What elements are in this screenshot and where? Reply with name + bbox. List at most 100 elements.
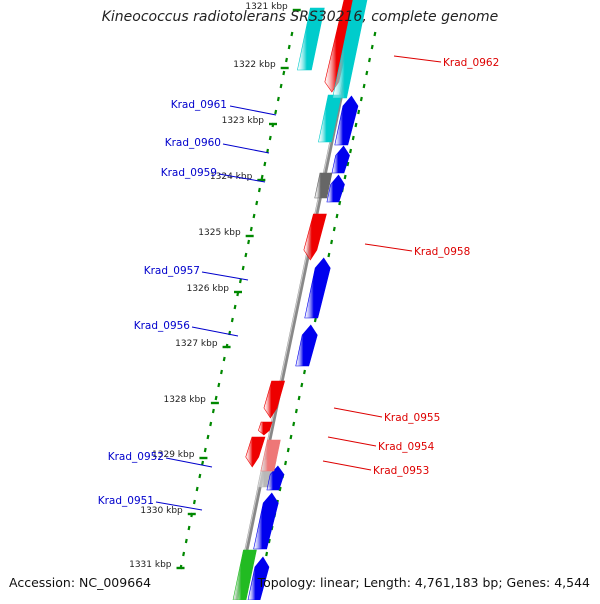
scale-tick-label: 1322 kbp [233, 60, 276, 70]
gene-label: Krad_0955 [384, 412, 440, 424]
guide-dot [365, 70, 369, 76]
guide-dot [217, 382, 221, 388]
guide-dot [335, 213, 339, 219]
guide-dot [260, 174, 264, 180]
gene-label-leader [364, 243, 413, 252]
gene-krad-0960 [331, 145, 350, 174]
scale-tick-label: 1330 kbp [140, 506, 183, 516]
guide-dot [195, 486, 199, 492]
gene-label: Krad_0952 [108, 451, 164, 463]
guide-dot [327, 252, 331, 258]
guide-dot [343, 174, 347, 180]
guide-dot [349, 148, 353, 154]
guide-dot [198, 473, 202, 479]
guide-dot [290, 31, 294, 37]
guide-dot [252, 213, 256, 219]
guide-dot [300, 382, 304, 388]
guide-dot [247, 239, 251, 245]
gene-krad-0952 [266, 465, 285, 491]
guide-dot [268, 135, 272, 141]
guide-dot [211, 408, 215, 414]
gene-krad-0955 [263, 380, 286, 419]
guide-dot [255, 200, 259, 206]
scale-tick-label: 1329 kbp [152, 450, 195, 460]
gene-krad-0956 [295, 324, 318, 367]
guide-dot [282, 70, 286, 76]
scale-tick-label: 1326 kbp [187, 284, 230, 294]
guide-dot [359, 96, 363, 102]
guide-dot [279, 83, 283, 89]
gene-label: Krad_0962 [443, 57, 499, 69]
guide-dot [203, 447, 207, 453]
gene-label: Krad_0953 [373, 465, 429, 477]
guide-dot [286, 447, 290, 453]
gene-cyan-top-right-ghost [297, 7, 325, 71]
guide-dot [287, 44, 291, 50]
gene-label-leader [322, 460, 372, 471]
gene-krad-0959 [326, 174, 345, 203]
guide-dot [284, 460, 288, 466]
gene-label-leader [155, 501, 203, 511]
guide-dot [276, 96, 280, 102]
gene-krad-0962-cyan [332, 0, 368, 99]
guide-dot [303, 369, 307, 375]
scale-tick-label: 1324 kbp [210, 172, 253, 182]
scale-tick-label: 1323 kbp [222, 116, 265, 126]
guide-dot [370, 44, 374, 50]
gene-label: Krad_0958 [414, 246, 470, 258]
scale-tick-label: 1321 kbp [245, 2, 288, 12]
gene-label-leader [333, 407, 383, 418]
guide-dot [201, 460, 205, 466]
guide-dot [289, 434, 293, 440]
guide-dot [357, 109, 361, 115]
gene-krad-0953 [260, 439, 281, 472]
guide-dot [222, 356, 226, 362]
scale-tick-label: 1327 kbp [175, 339, 218, 349]
gene-label-leader [165, 457, 213, 468]
guide-dot [313, 317, 317, 323]
guide-dot [184, 538, 188, 544]
gene-label: Krad_0951 [98, 495, 154, 507]
guide-dot [294, 408, 298, 414]
guide-dot [346, 161, 350, 167]
gene-label-leader [229, 105, 277, 116]
guide-dot [233, 304, 237, 310]
guide-dot [278, 486, 282, 492]
gene-krad-0957 [304, 257, 331, 319]
guide-dot [214, 395, 218, 401]
guide-dot [332, 226, 336, 232]
guide-dot [263, 161, 267, 167]
genome-summary-text: Topology: linear; Length: 4,761,183 bp; … [257, 575, 590, 590]
map-title: Kineococcus radiotolerans SRS30216, comp… [101, 9, 499, 25]
gene-label-leader [327, 436, 377, 447]
guide-dot [206, 434, 210, 440]
gene-label: Krad_0957 [144, 265, 200, 277]
guide-dot [182, 551, 186, 557]
gene-label-leader [201, 271, 249, 281]
gene-label: Krad_0954 [378, 441, 435, 453]
guide-dot [292, 421, 296, 427]
accession-text: Accession: NC_009664 [9, 575, 152, 590]
guide-dot [241, 265, 245, 271]
gene-krad-0958 [303, 213, 327, 261]
guide-dot [267, 538, 271, 544]
guide-dot [244, 252, 248, 258]
guide-dot [238, 278, 242, 284]
guide-dot [354, 122, 358, 128]
guide-dot [265, 551, 269, 557]
guide-dot [351, 135, 355, 141]
guide-dot [220, 369, 224, 375]
scale-tick-label: 1328 kbp [163, 395, 206, 405]
gene-krad-0955b [258, 421, 273, 436]
guide-dot [338, 200, 342, 206]
guide-dot [297, 395, 301, 401]
guide-dot [257, 187, 261, 193]
guide-dot [285, 57, 288, 63]
guide-dot [373, 31, 377, 37]
guide-dot [230, 317, 234, 323]
guide-dot [330, 239, 334, 245]
gene-krad-0954 [245, 436, 266, 468]
gene-label-leader [222, 143, 270, 154]
